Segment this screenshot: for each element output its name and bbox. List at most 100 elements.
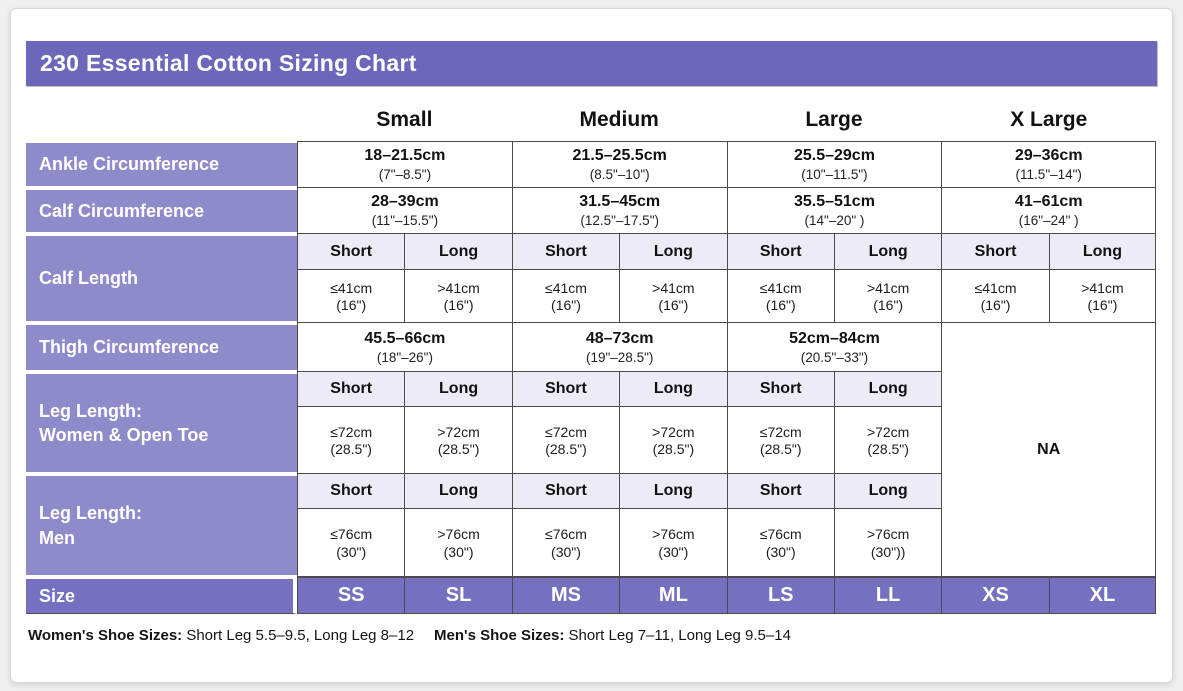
calfc-large-cell: 35.5–51cm (14"–20" ) [726, 188, 942, 234]
value-cm: 18–21.5cm [364, 147, 446, 165]
subcol-long: Long [833, 234, 942, 270]
value-in: (28.5") [330, 441, 372, 458]
value-cm: 45.5–66cm [364, 329, 446, 347]
value-cm: 28–39cm [371, 193, 439, 211]
calf-length-cell: ≤41cm (16") [511, 270, 620, 323]
value-in: (18"–26") [376, 349, 433, 365]
size-cell-ml: ML [619, 577, 727, 614]
subcol-short: Short [941, 234, 1049, 270]
leg-women-values-row: ≤72cm (28.5") >72cm (28.5") ≤72cm (28.5"… [26, 407, 1156, 474]
calf-length-cell: ≤41cm (16") [941, 270, 1049, 323]
leg-men-cell: >76cm (30") [404, 509, 512, 577]
value-cm: >72cm [652, 423, 695, 440]
value-cm: >76cm [866, 526, 910, 543]
thigh-medium-cell: 48–73cm (19"–28.5") [511, 323, 727, 372]
leg-women-cell: >72cm (28.5") [833, 407, 942, 474]
calf-circumference-row: Calf Circumference 28–39cm (11"–15.5") 3… [26, 188, 1157, 234]
ankle-xlarge-cell: 29–36cm (11.5"–14") [941, 141, 1157, 188]
size-cell-xs: XS [941, 577, 1049, 614]
value-cm: ≤76cm [330, 526, 373, 543]
value-in: (11.5"–14") [1015, 167, 1082, 183]
value-cm: 31.5–45cm [579, 193, 661, 211]
size-row-label: Size [26, 577, 297, 614]
calf-length-cell: ≤41cm (16") [297, 270, 405, 323]
women-shoe-sizes-text: Short Leg 5.5–9.5, Long Leg 8–12 [182, 627, 415, 644]
thigh-small-cell: 45.5–66cm (18"–26") [297, 323, 512, 372]
subcol-long: Long [619, 474, 727, 509]
value-cm: ≤72cm [330, 423, 373, 440]
value-in: (20.5"–33") [800, 349, 869, 365]
value-in: (14"–20" ) [804, 213, 865, 229]
value-cm: ≤41cm [974, 279, 1017, 296]
ankle-row: Ankle Circumference 18–21.5cm (7"–8.5") … [26, 141, 1157, 188]
subcol-long: Long [619, 234, 727, 270]
subcol-short: Short [297, 234, 405, 270]
leg-women-cell: >72cm (28.5") [404, 407, 512, 474]
calf-circumference-row-label: Calf Circumference [26, 188, 297, 234]
subcol-short: Short [511, 372, 620, 407]
calfc-small-cell: 28–39cm (11"–15.5") [297, 188, 512, 234]
label-line2: Men [39, 527, 75, 548]
value-in: (16") [336, 297, 367, 314]
value-cm: 35.5–51cm [793, 193, 875, 211]
size-row: Size SS SL MS ML LS LL XS XL [26, 577, 1157, 614]
leg-men-cell: >76cm (30")) [833, 509, 942, 577]
calf-length-cell: >41cm (16") [404, 270, 512, 323]
value-in: (16") [765, 297, 796, 314]
leg-men-cell: >76cm (30") [619, 509, 727, 577]
value-in: (11"–15.5") [371, 213, 439, 229]
men-shoe-sizes-text: Short Leg 7–11, Long Leg 9.5–14 [564, 627, 791, 644]
size-cell-ls: LS [726, 577, 834, 614]
subcol-short: Short [297, 372, 405, 407]
calfc-xlarge-cell: 41–61cm (16"–24" ) [941, 188, 1157, 234]
value-cm: >72cm [437, 423, 480, 440]
calf-length-subheader-row: Calf Length Short Long Short Long Short … [26, 234, 1157, 323]
value-in: (28.5") [652, 441, 695, 458]
leg-men-cell: ≤76cm (30") [511, 509, 620, 577]
shoe-sizes-footnote: Women's Shoe Sizes: Short Leg 5.5–9.5, L… [28, 627, 1157, 644]
ankle-small-cell: 18–21.5cm (7"–8.5") [297, 141, 512, 188]
value-cm: >41cm [866, 279, 910, 296]
subcol-long: Long [833, 372, 942, 407]
size-cell-xl: XL [1048, 577, 1157, 614]
value-cm: >41cm [437, 279, 480, 296]
value-cm: 52cm–84cm [789, 329, 880, 347]
value-in: (28.5") [545, 441, 587, 458]
value-in: (28.5") [867, 441, 909, 458]
size-cell-sl: SL [404, 577, 512, 614]
size-header-row: Small Medium Large X Large [26, 99, 1157, 141]
leg-men-subheader-row: Leg Length: Men Short Long Short Long Sh… [26, 474, 1156, 577]
thigh-row: Thigh Circumference 45.5–66cm (18"–26") … [26, 323, 1157, 577]
leg-women-cell: ≤72cm (28.5") [297, 407, 405, 474]
size-cell-ms: MS [511, 577, 620, 614]
subcol-short: Short [726, 372, 834, 407]
women-shoe-sizes-label: Women's Shoe Sizes: [28, 627, 183, 644]
value-cm: ≤72cm [759, 423, 802, 440]
page-title: 230 Essential Cotton Sizing Chart [40, 50, 417, 76]
subcol-short: Short [511, 234, 620, 270]
calfc-medium-cell: 31.5–45cm (12.5"–17.5") [511, 188, 727, 234]
subcol-long: Long [404, 234, 512, 270]
men-shoe-sizes-label: Men's Shoe Sizes: [434, 627, 565, 644]
calf-length-cell: >41cm (16") [619, 270, 727, 323]
label-line2: Women & Open Toe [39, 425, 209, 445]
title-bar: 230 Essential Cotton Sizing Chart [26, 41, 1157, 86]
subcol-long: Long [1048, 234, 1157, 270]
value-in: (12.5"–17.5") [580, 213, 659, 229]
value-cm: >72cm [866, 423, 910, 440]
value-in: (30") [765, 543, 796, 560]
header-spacer [26, 99, 297, 141]
col-header-medium: Medium [511, 99, 727, 141]
sizing-table: Small Medium Large X Large Ankle Circumf… [26, 99, 1157, 614]
value-cm: ≤76cm [545, 526, 587, 543]
value-in: (8.5"–10") [589, 167, 650, 183]
label-line1: Leg Length: [39, 503, 142, 524]
value-in: (30") [443, 543, 474, 560]
value-cm: ≤41cm [330, 279, 373, 296]
value-in: (16") [443, 297, 474, 314]
col-header-large: Large [726, 99, 942, 141]
subcol-short: Short [297, 474, 405, 509]
value-in: (16"–24" ) [1018, 213, 1079, 229]
calf-length-cell: >41cm (16") [833, 270, 942, 323]
leg-women-cell: ≤72cm (28.5") [726, 407, 834, 474]
